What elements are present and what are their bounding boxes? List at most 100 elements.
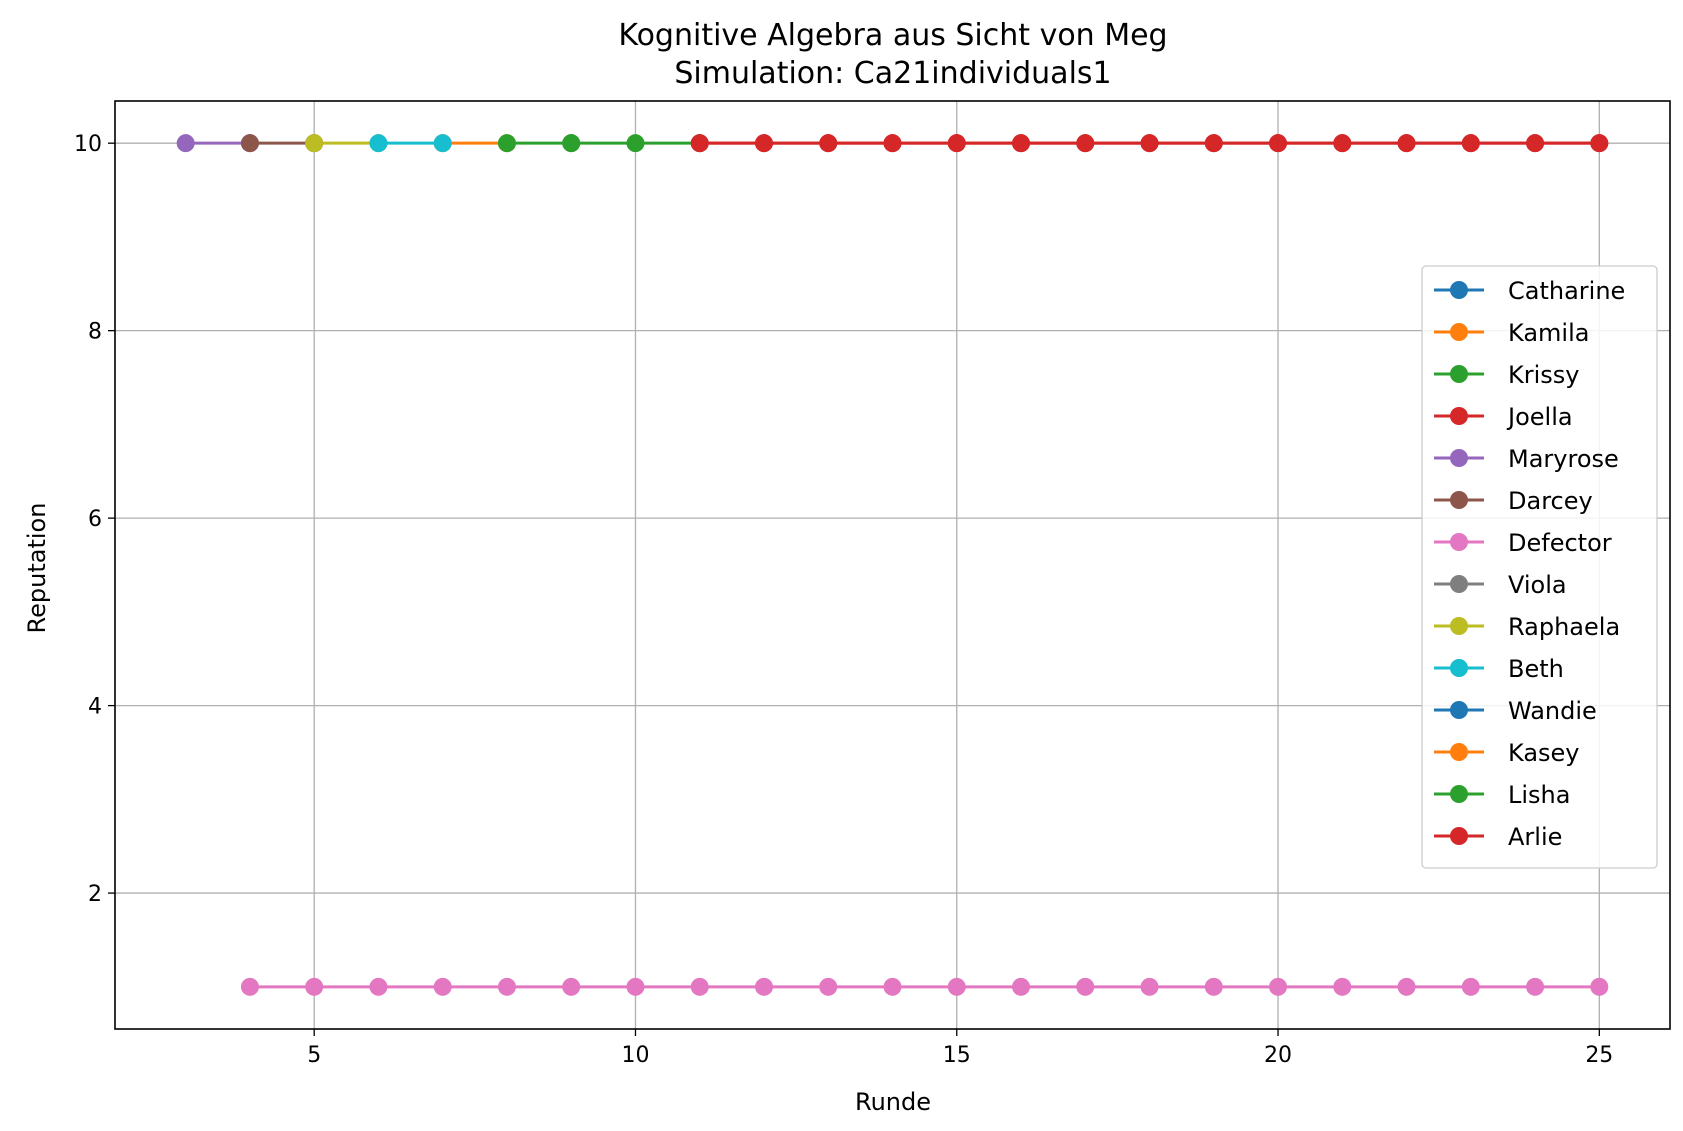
x-tick-label: 25 <box>1585 1043 1613 1068</box>
y-tick-label: 8 <box>88 320 102 345</box>
data-point-arlie <box>1526 134 1545 153</box>
legend-entry: Krissy <box>1434 361 1579 389</box>
legend: Catharine Kamila Krissy Joella Maryrose Darce… <box>1421 265 1658 869</box>
legend-marker <box>1450 575 1468 593</box>
legend-label: Wandie <box>1508 697 1597 725</box>
legend-entry: Raphaela <box>1434 613 1620 641</box>
data-point-defector <box>1012 977 1031 996</box>
data-point-defector <box>690 977 709 996</box>
legend-marker <box>1450 449 1468 467</box>
legend-entry: Beth <box>1434 655 1564 683</box>
legend-marker <box>1450 281 1468 299</box>
data-point-defector <box>1269 977 1288 996</box>
data-point-defector <box>947 977 966 996</box>
x-tick-label: 5 <box>307 1043 321 1068</box>
legend-label: Lisha <box>1508 781 1570 809</box>
data-point-defector <box>1590 977 1609 996</box>
x-axis-label: Runde <box>855 1088 931 1116</box>
data-point-arlie <box>1461 134 1480 153</box>
data-point-lisha <box>562 134 581 153</box>
legend-label: Joella <box>1506 403 1573 431</box>
x-tick-label: 10 <box>621 1043 649 1068</box>
series-beth <box>369 134 452 153</box>
legend-marker <box>1450 365 1468 383</box>
data-point-defector <box>1397 977 1416 996</box>
legend-marker <box>1450 701 1468 719</box>
legend-marker <box>1450 323 1468 341</box>
legend-entry: Wandie <box>1434 697 1597 725</box>
y-tick-label: 6 <box>88 507 102 532</box>
data-point-defector <box>819 977 838 996</box>
data-point-defector <box>1140 977 1159 996</box>
data-point-arlie <box>819 134 838 153</box>
data-point-defector <box>1333 977 1352 996</box>
legend-label: Arlie <box>1508 823 1562 851</box>
data-point-defector <box>1076 977 1095 996</box>
x-tick-label: 20 <box>1264 1043 1292 1068</box>
data-point-arlie <box>1204 134 1223 153</box>
legend-entry: Darcey <box>1434 487 1593 515</box>
data-point-defector <box>1461 977 1480 996</box>
data-point-defector <box>369 977 388 996</box>
chart-title: Kognitive Algebra aus Sicht von Meg <box>618 18 1167 53</box>
data-point-beth <box>369 134 388 153</box>
legend-marker <box>1450 407 1468 425</box>
ticks: 5 10 15 20 25 2 4 6 8 10 <box>74 132 1613 1068</box>
data-point-defector <box>562 977 581 996</box>
legend-marker <box>1450 617 1468 635</box>
data-point-arlie <box>1269 134 1288 153</box>
data-point-defector <box>305 977 324 996</box>
legend-entry: Defector <box>1434 529 1612 557</box>
legend-marker <box>1450 827 1468 845</box>
chart-subtitle: Simulation: Ca21individuals1 <box>674 56 1111 91</box>
data-point-defector <box>1204 977 1223 996</box>
series-defector <box>240 977 1609 996</box>
legend-entry: Arlie <box>1434 823 1562 851</box>
plot-frame <box>114 100 1671 1030</box>
legend-marker <box>1450 533 1468 551</box>
data-point-lisha <box>626 134 645 153</box>
data-point-raphaela <box>305 134 324 153</box>
legend-label: Darcey <box>1508 487 1593 515</box>
legend-marker <box>1450 659 1468 677</box>
data-point-arlie <box>1333 134 1352 153</box>
legend-label: Defector <box>1508 529 1612 557</box>
legend-box <box>1421 265 1658 869</box>
data-point-defector <box>626 977 645 996</box>
legend-entry: Joella <box>1434 403 1573 431</box>
legend-entry: Lisha <box>1434 781 1570 809</box>
data-point-arlie <box>1397 134 1416 153</box>
data-point-defector <box>754 977 773 996</box>
legend-label: Kamila <box>1508 319 1589 347</box>
legend-label: Krissy <box>1508 361 1579 389</box>
data-point-defector <box>240 977 259 996</box>
y-axis-label: Reputation <box>23 503 51 634</box>
data-point-defector <box>497 977 516 996</box>
data-point-krissy <box>497 134 516 153</box>
y-tick-label: 10 <box>74 132 102 157</box>
series-arlie <box>690 134 1609 153</box>
data-point-maryrose <box>176 134 195 153</box>
legend-label: Kasey <box>1508 739 1580 767</box>
data-point-arlie <box>690 134 709 153</box>
legend-entry: Kasey <box>1434 739 1580 767</box>
data-point-darcey <box>240 134 259 153</box>
legend-label: Viola <box>1508 571 1567 599</box>
data-point-beth <box>433 134 452 153</box>
legend-label: Beth <box>1508 655 1564 683</box>
legend-entry: Kamila <box>1434 319 1589 347</box>
data-point-defector <box>883 977 902 996</box>
data-point-defector <box>433 977 452 996</box>
legend-entry: Maryrose <box>1434 445 1619 473</box>
legend-label: Maryrose <box>1508 445 1619 473</box>
legend-marker <box>1450 785 1468 803</box>
data-point-arlie <box>1076 134 1095 153</box>
data-point-arlie <box>883 134 902 153</box>
data-point-arlie <box>754 134 773 153</box>
data-point-arlie <box>947 134 966 153</box>
data-point-arlie <box>1590 134 1609 153</box>
legend-entry: Catharine <box>1434 277 1625 305</box>
data-point-defector <box>1526 977 1545 996</box>
legend-marker <box>1450 743 1468 761</box>
